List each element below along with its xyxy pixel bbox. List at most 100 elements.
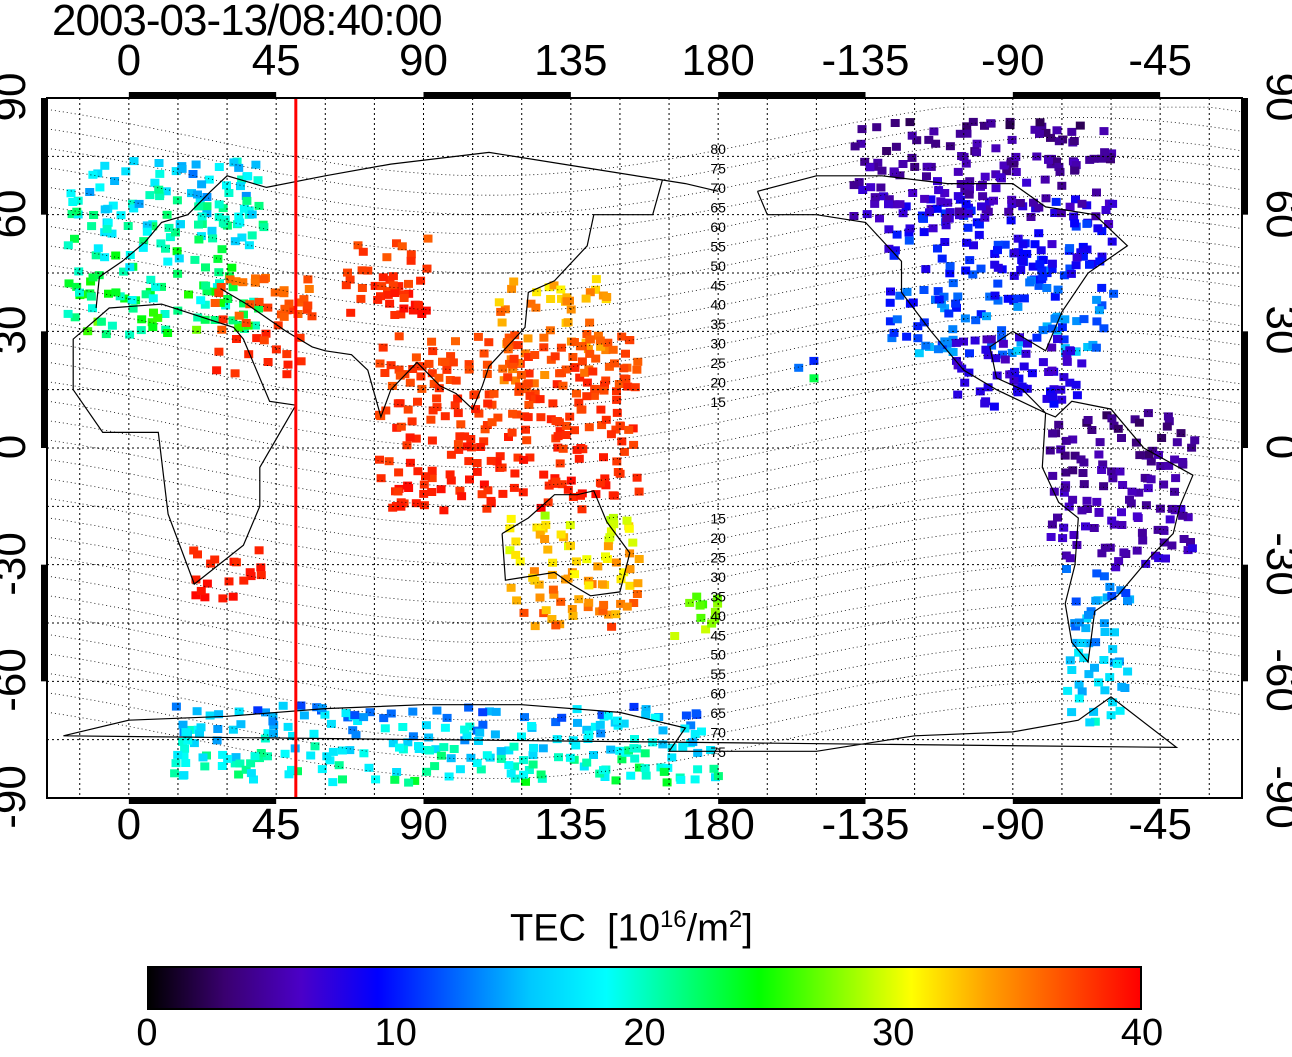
tec-cell	[510, 762, 520, 771]
tec-cell	[288, 731, 298, 740]
tec-cell	[670, 632, 680, 640]
tec-cell	[287, 765, 296, 774]
tec-cell	[1092, 317, 1102, 326]
tec-cell	[1164, 461, 1174, 470]
tec-cell	[961, 266, 971, 275]
coastline	[63, 696, 1179, 752]
tec-cell	[495, 452, 505, 461]
tec-cell	[555, 369, 565, 378]
tec-cell	[511, 537, 521, 546]
tec-cell	[338, 775, 347, 784]
tec-cell	[254, 297, 264, 306]
tec-cell	[701, 625, 711, 634]
tec-cell	[1054, 137, 1064, 146]
tec-cell	[1108, 645, 1118, 654]
tec-cell	[944, 309, 954, 318]
tec-cell	[462, 442, 472, 451]
tec-cell	[555, 427, 565, 436]
tec-cell	[558, 381, 568, 390]
tec-cell	[1069, 212, 1079, 221]
tec-cell	[365, 708, 375, 717]
tec-cell	[667, 753, 677, 762]
tec-cell	[1049, 399, 1059, 408]
tec-cell	[525, 453, 535, 462]
tec-cell	[971, 316, 981, 325]
tec-cell	[206, 559, 216, 568]
tec-cell	[633, 357, 643, 366]
frame-bar-left	[41, 98, 47, 215]
tec-cell	[68, 198, 78, 206]
tec-cell	[582, 392, 592, 401]
tec-cell	[357, 266, 367, 275]
tec-cell	[889, 328, 899, 337]
tec-cell	[607, 622, 617, 631]
tec-cell	[548, 558, 558, 567]
tec-cell	[187, 189, 196, 198]
tec-cell	[597, 421, 607, 430]
tec-cell	[963, 209, 973, 218]
tec-cell	[528, 760, 538, 769]
tec-cell	[128, 199, 138, 208]
tec-cell	[425, 746, 434, 755]
tec-cell	[1071, 261, 1081, 270]
tec-cell	[887, 334, 897, 343]
tec-cell	[373, 295, 383, 304]
tec-cell	[572, 389, 581, 398]
tec-cell	[432, 394, 442, 403]
colorbar-title-text: TEC	[510, 907, 586, 950]
tec-cell	[213, 254, 223, 263]
tec-cell	[234, 212, 244, 221]
tec-cell	[1156, 462, 1166, 470]
tec-cell	[282, 370, 292, 379]
tec-cell	[218, 218, 228, 227]
tec-cell	[341, 281, 351, 290]
tec-cell	[1074, 618, 1084, 627]
tec-cell	[371, 775, 381, 784]
tec-cell	[1165, 515, 1175, 524]
tec-cell	[213, 725, 223, 733]
tec-cell	[885, 298, 895, 307]
tec-cell	[408, 306, 418, 315]
tec-cell	[540, 511, 550, 520]
tec-cell	[511, 376, 520, 385]
tec-cell	[1137, 528, 1147, 537]
tec-cell	[64, 279, 74, 288]
tec-cell	[524, 400, 534, 409]
tec-cell	[472, 759, 482, 767]
tec-cell	[595, 336, 605, 345]
tec-cell	[393, 487, 403, 496]
tec-cell	[997, 326, 1007, 335]
tec-cell	[403, 738, 413, 747]
tec-cell	[1097, 466, 1107, 474]
tec-cell	[926, 195, 936, 204]
tec-cell	[101, 330, 111, 339]
tec-cell	[551, 417, 561, 425]
tec-cell	[142, 227, 152, 236]
tec-cell	[1092, 569, 1102, 578]
tec-cell	[891, 142, 901, 151]
tec-cell	[192, 707, 202, 716]
tec-cell	[1143, 409, 1153, 418]
tec-cell	[423, 234, 433, 243]
tec-cell	[293, 767, 302, 776]
tec-cell	[478, 708, 488, 717]
tec-cell	[583, 576, 593, 585]
frame-bar-bottom	[128, 798, 277, 804]
tec-cell	[490, 730, 500, 739]
tec-cell	[940, 304, 950, 313]
frame-bar-top	[128, 92, 277, 98]
tec-cell	[1115, 706, 1125, 715]
tec-cell	[1083, 343, 1093, 351]
tec-cell	[422, 767, 432, 776]
tec-cell	[88, 273, 98, 282]
tec-cell	[414, 742, 423, 750]
tec-cell	[913, 322, 923, 331]
tec-cell	[482, 360, 492, 369]
tec-cell	[455, 765, 465, 774]
tec-cell	[175, 220, 185, 229]
tec-cell	[66, 189, 76, 198]
tec-cell	[228, 316, 238, 325]
tec-cell	[1162, 422, 1172, 431]
tec-cell	[890, 119, 900, 127]
tec-cell	[304, 285, 314, 293]
